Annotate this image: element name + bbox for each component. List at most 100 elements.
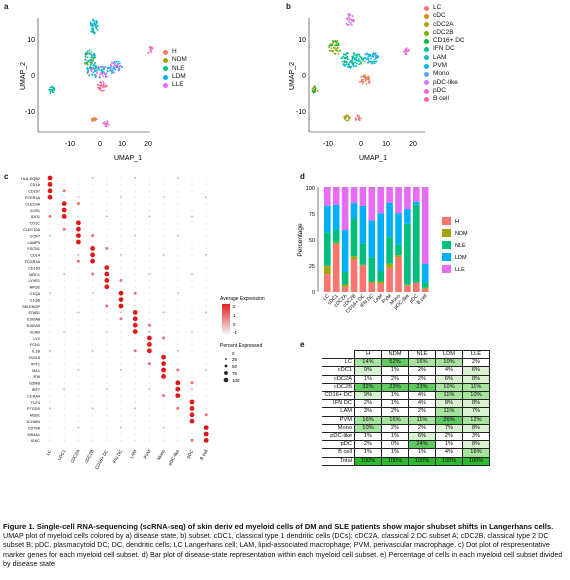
umap-point <box>360 62 362 65</box>
expression-dot <box>49 254 51 256</box>
legend-item: LAM <box>424 54 465 62</box>
umap-point <box>91 67 94 70</box>
umap-point <box>358 63 360 65</box>
expression-dot <box>105 215 108 218</box>
expression-dot <box>49 349 51 352</box>
umap-point <box>151 47 154 49</box>
umap-point <box>99 85 102 88</box>
bar-segment <box>377 213 384 271</box>
bar-segment <box>359 205 367 244</box>
expression-dot <box>49 343 51 345</box>
umap-point <box>364 78 367 80</box>
umap-point <box>87 70 89 72</box>
legend-label: LAM <box>433 53 447 61</box>
expression-dot <box>77 395 79 397</box>
expression-dot <box>120 395 122 397</box>
legend-swatch <box>163 82 168 88</box>
expression-dot <box>177 254 179 256</box>
expression-dot <box>191 350 193 352</box>
umap-point <box>334 39 337 42</box>
expression-dot <box>49 414 51 416</box>
umap-point <box>99 73 101 76</box>
expression-dot <box>120 414 122 416</box>
expression-dot <box>205 420 207 422</box>
expression-dot <box>91 272 95 276</box>
row-label: pDC <box>322 440 355 450</box>
table-cell: 2% <box>435 432 463 442</box>
umap-point <box>350 65 353 68</box>
table-cell: 24% <box>408 440 436 450</box>
expression-dot <box>118 297 124 302</box>
expression-dot <box>134 414 136 416</box>
bar-segment <box>377 281 384 284</box>
expression-dot <box>49 241 51 243</box>
table-cell: 2% <box>381 374 409 384</box>
expression-dot <box>161 374 167 379</box>
legend-item: cDC2B <box>424 29 465 37</box>
gene-label: IFIT1 <box>31 362 40 366</box>
expression-dot <box>77 253 80 256</box>
expression-dot <box>77 356 79 358</box>
figure-caption: Figure 1. Single-cell RNA-sequencing (sc… <box>3 522 567 568</box>
expression-dot <box>191 209 193 211</box>
expression-dot <box>63 311 65 313</box>
expression-dot <box>120 369 122 371</box>
table-cell: 1% <box>354 432 382 442</box>
umap-point <box>95 69 98 72</box>
row-label: IFN DC <box>322 399 355 409</box>
expression-dot <box>77 420 79 422</box>
expression-dot <box>77 343 79 345</box>
expression-dot <box>163 279 165 281</box>
umap-point <box>362 74 365 77</box>
y-tick-label: -10 <box>25 109 35 116</box>
bar-legend: H NDM NLE LDM LLE <box>442 217 468 273</box>
umap-point <box>342 60 344 63</box>
expression-dot <box>47 194 53 200</box>
expression-dot <box>176 177 179 179</box>
expression-dot <box>49 311 51 313</box>
expression-dot <box>191 183 193 185</box>
row-label: cDC1 <box>322 366 355 376</box>
umap-point <box>147 52 150 54</box>
expression-dot <box>92 439 94 441</box>
expression-dot <box>76 202 80 206</box>
expression-dot <box>106 369 108 371</box>
expression-dot <box>191 292 193 294</box>
expression-dot <box>106 382 108 384</box>
expression-dot <box>189 412 195 418</box>
bar-segment <box>324 187 331 206</box>
umap-point <box>375 60 378 63</box>
umap-point <box>96 83 99 86</box>
table-cell: 2% <box>354 399 382 409</box>
y-axis-label: UMAP_2 <box>289 62 296 90</box>
umap-point <box>368 53 370 56</box>
expression-dot <box>106 254 108 256</box>
expression-dot <box>77 318 79 320</box>
umap-point <box>112 71 114 74</box>
expression-dot <box>205 247 207 249</box>
umap-point <box>108 69 111 72</box>
umap-point <box>365 58 368 60</box>
umap-point <box>87 68 89 71</box>
expression-dot <box>134 388 136 390</box>
expression-dot <box>134 203 136 205</box>
umap-point <box>351 58 354 60</box>
expression-dot <box>49 273 51 275</box>
expression-dot <box>49 292 51 295</box>
expression-dot <box>191 241 193 243</box>
expression-dot <box>191 203 193 205</box>
expression-dot <box>120 439 122 441</box>
umap-point <box>375 58 377 60</box>
umap-point <box>333 46 336 49</box>
expression-dot <box>148 433 150 435</box>
expression-dot <box>163 209 165 211</box>
expression-dot <box>134 337 136 339</box>
umap-point <box>110 68 112 70</box>
umap-point <box>355 62 358 65</box>
expression-dot <box>134 375 136 377</box>
expression-dot <box>92 190 94 192</box>
umap-point <box>353 52 355 55</box>
expression-dot <box>205 356 207 358</box>
legend-label: cDC <box>433 12 446 20</box>
expression-dot <box>92 324 94 326</box>
